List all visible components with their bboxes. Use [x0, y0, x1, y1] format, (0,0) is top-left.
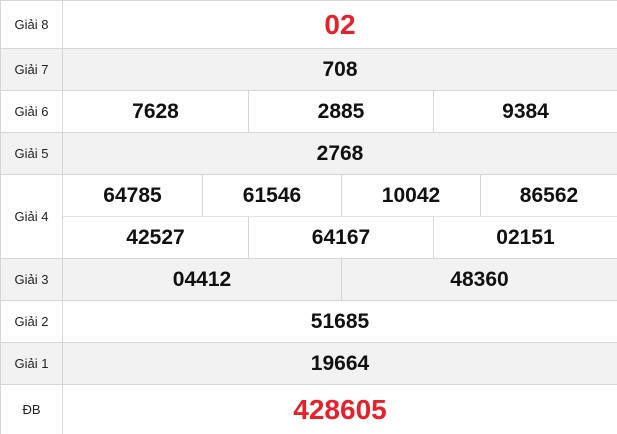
- row-giai-1: Giải 1 19664: [0, 343, 617, 385]
- prize-label: Giải 1: [0, 343, 63, 384]
- prize-number: 02151: [433, 217, 617, 258]
- row-giai-5: Giải 5 2768: [0, 133, 617, 175]
- row-giai-4: Giải 4 64785 61546 10042 86562 42527 641…: [0, 175, 617, 259]
- prize-label: ĐB: [0, 385, 63, 434]
- prize-number: 19664: [310, 351, 370, 375]
- prize-number: 51685: [310, 309, 370, 333]
- prize-number: 64785: [103, 183, 162, 207]
- prize-label: Giải 8: [0, 1, 63, 48]
- prize-number: 2768: [316, 141, 364, 165]
- prize-number: 10042: [341, 175, 480, 216]
- prize-number: 2885: [248, 91, 433, 132]
- prize-number: 48360: [341, 259, 617, 300]
- prize-number: 61546: [202, 175, 341, 216]
- row-dac-biet: ĐB 428605: [0, 385, 617, 434]
- prize-label: Giải 4: [0, 175, 63, 258]
- row-giai-2: Giải 2 51685: [0, 301, 617, 343]
- prize-number: 64167: [248, 217, 433, 258]
- prize-label: Giải 5: [0, 133, 63, 174]
- prize-number: 9384: [433, 91, 617, 132]
- row-giai-8: Giải 8 02: [0, 0, 617, 49]
- prize-number: 02: [324, 8, 356, 40]
- special-prize-number: 428605: [293, 393, 387, 425]
- prize-label: Giải 7: [0, 49, 63, 90]
- prize-number: 708: [322, 57, 358, 81]
- prize-label: Giải 3: [0, 259, 63, 300]
- prize-number: 04412: [172, 267, 232, 291]
- prize-label: Giải 6: [0, 91, 63, 132]
- prize-number: 86562: [480, 175, 617, 216]
- row-giai-7: Giải 7 708: [0, 49, 617, 91]
- prize-number: 7628: [132, 99, 179, 123]
- prize-number: 42527: [126, 225, 185, 249]
- prize-label: Giải 2: [0, 301, 63, 342]
- row-giai-6: Giải 6 7628 2885 9384: [0, 91, 617, 133]
- row-giai-3: Giải 3 04412 48360: [0, 259, 617, 301]
